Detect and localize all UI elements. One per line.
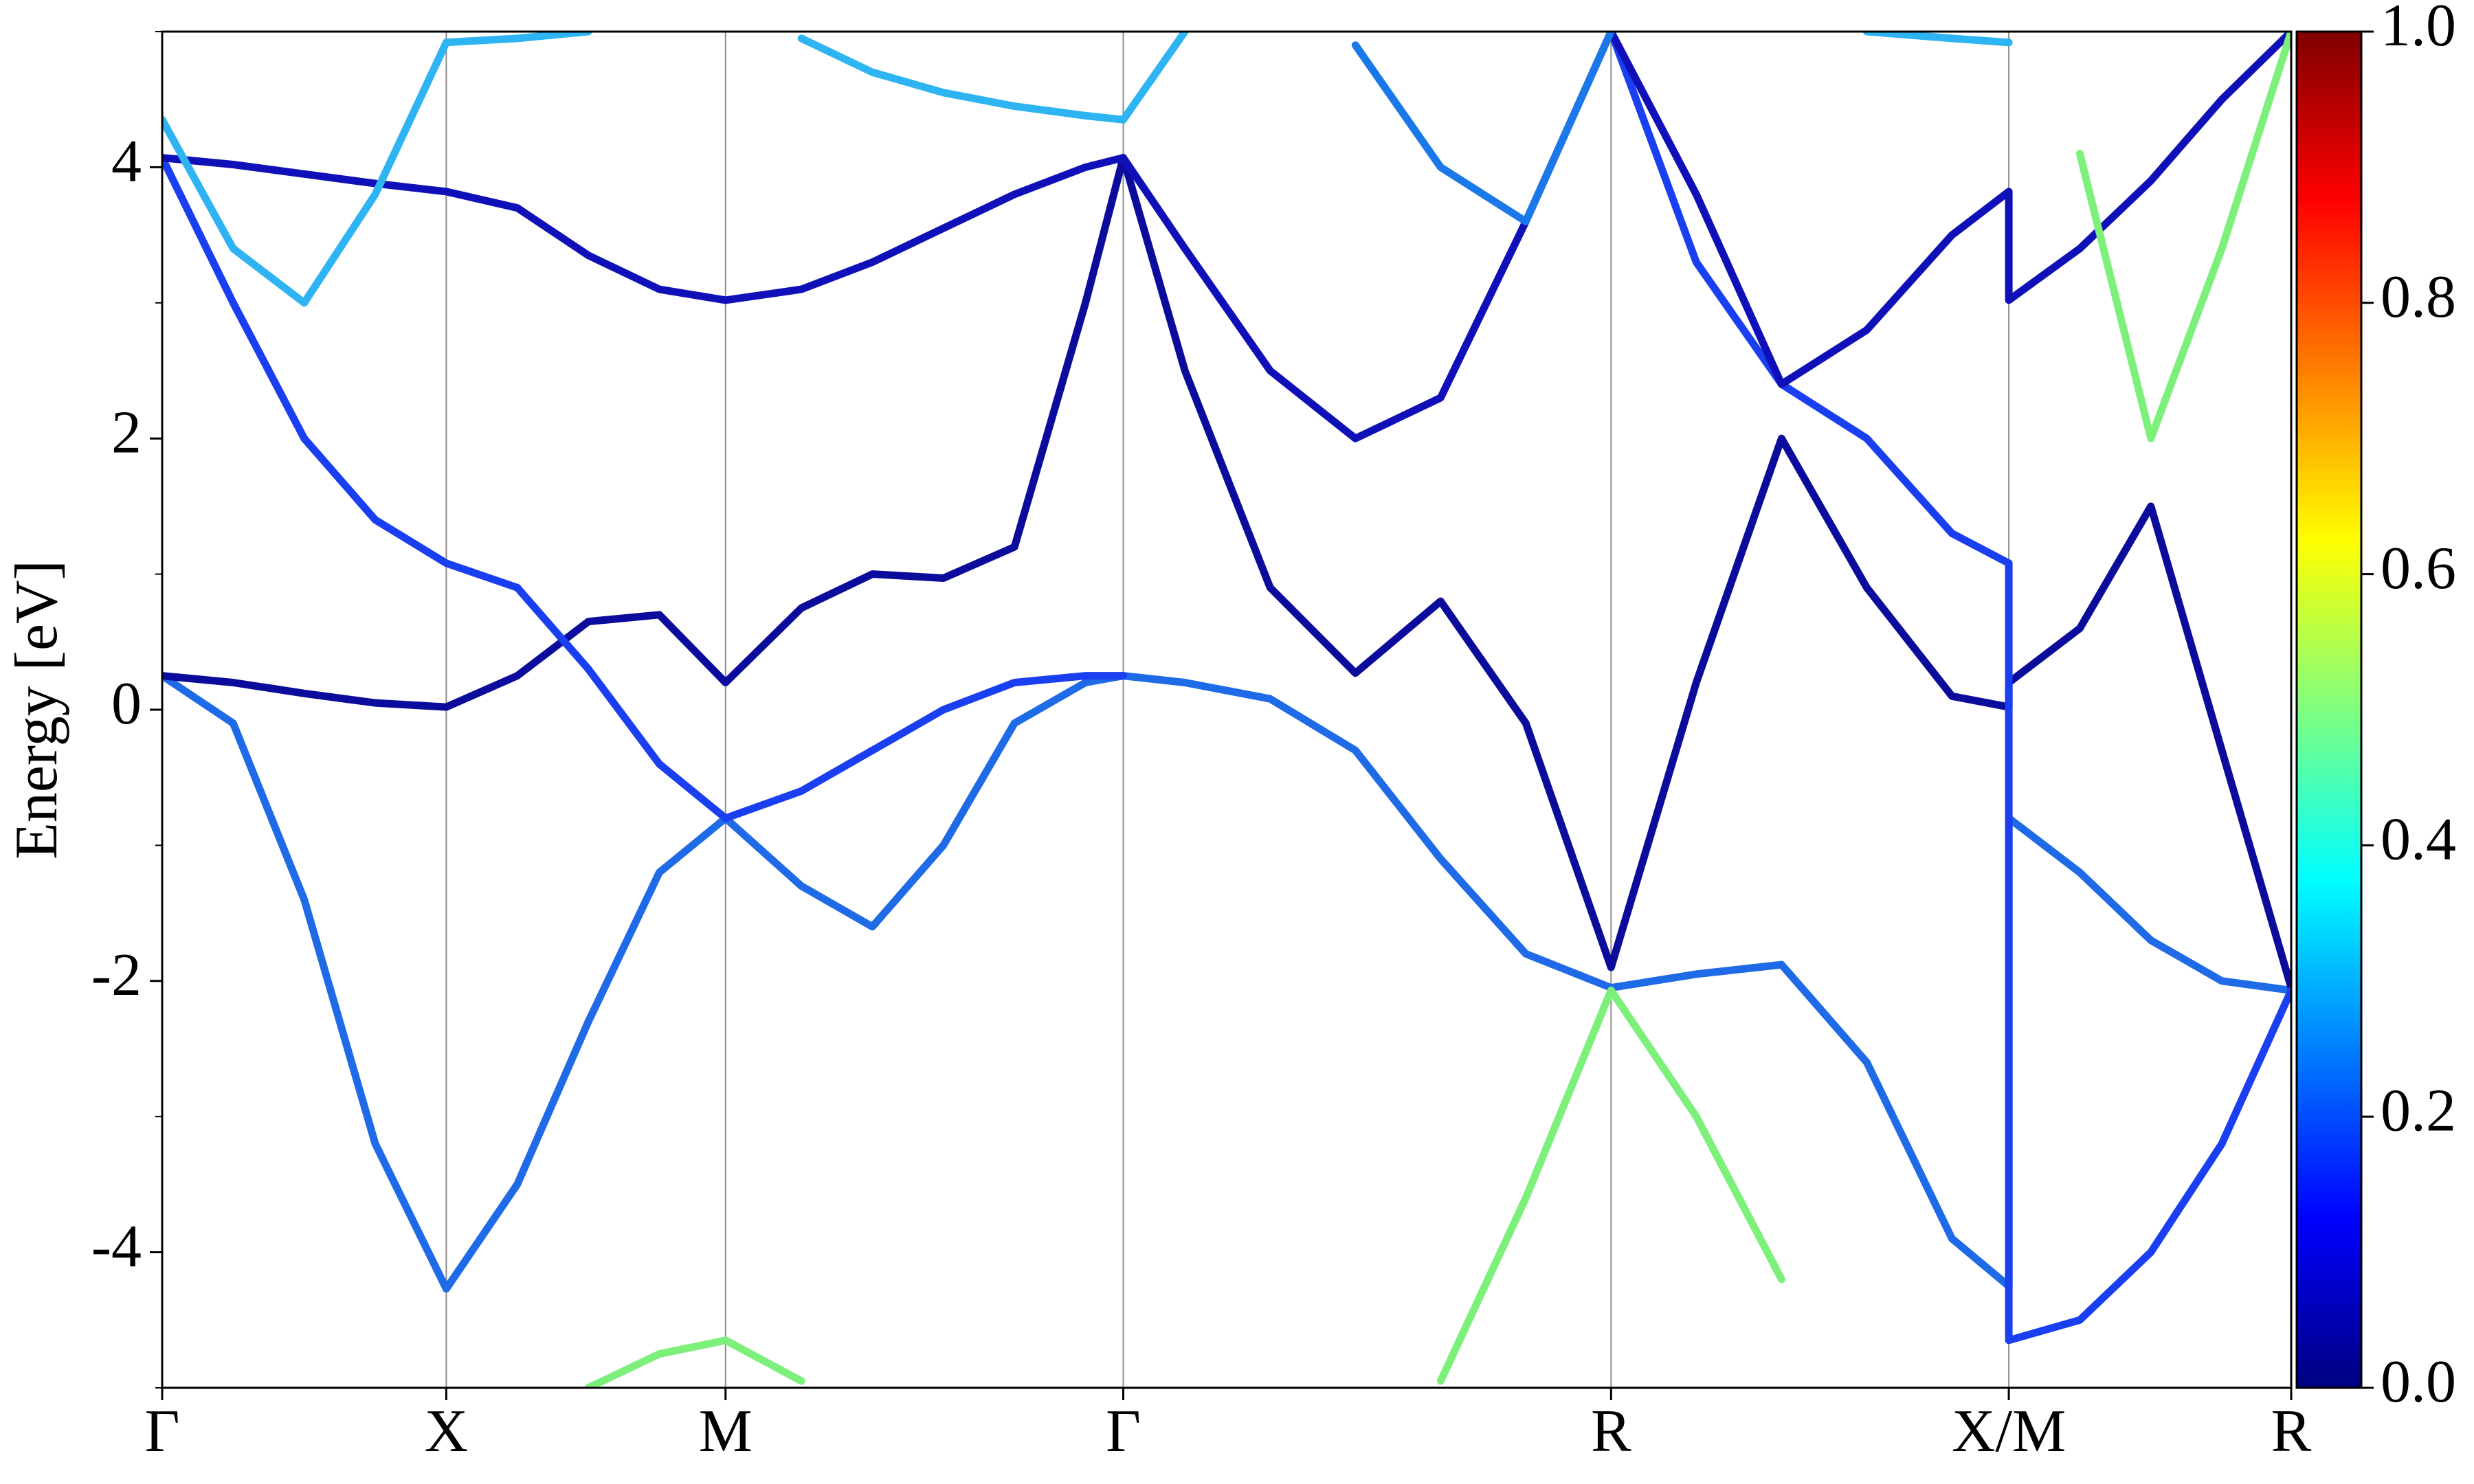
y-tick-label: 0 — [111, 671, 142, 737]
colorbar — [2295, 30, 2363, 1389]
y-tick-label: -2 — [91, 942, 142, 1009]
x-tick-label: Γ — [1106, 1398, 1141, 1465]
colorbar-tick-label: 0.0 — [2381, 1349, 2456, 1415]
colorbar-tick-label: 0.4 — [2381, 807, 2456, 873]
y-axis-label: Energy [eV] — [3, 560, 70, 859]
band-line — [162, 32, 2291, 1345]
x-tick-label: R — [2271, 1398, 2312, 1465]
colorbar-tick-label: 0.6 — [2381, 535, 2456, 602]
x-tick-label: X — [425, 1398, 469, 1465]
band-line — [162, 32, 2013, 307]
bands — [162, 32, 2291, 1388]
y-tick-label: 2 — [111, 399, 142, 466]
x-tick-label: X/M — [1952, 1398, 2066, 1465]
x-tick-label: M — [699, 1398, 753, 1465]
colorbar-tick-label: 1.0 — [2381, 0, 2456, 59]
colorbar-tick-label: 0.2 — [2381, 1077, 2456, 1144]
band-line — [162, 32, 2291, 442]
y-tick-label: -4 — [91, 1213, 142, 1280]
x-tick-label: Γ — [145, 1398, 180, 1465]
colorbar-tick-label: 0.8 — [2381, 264, 2456, 330]
x-tick-label: R — [1591, 1398, 1631, 1465]
y-tick-label: 4 — [111, 128, 142, 195]
band-line — [584, 32, 2291, 1388]
band-line — [1351, 32, 1615, 225]
plot-frame — [161, 30, 2293, 1389]
